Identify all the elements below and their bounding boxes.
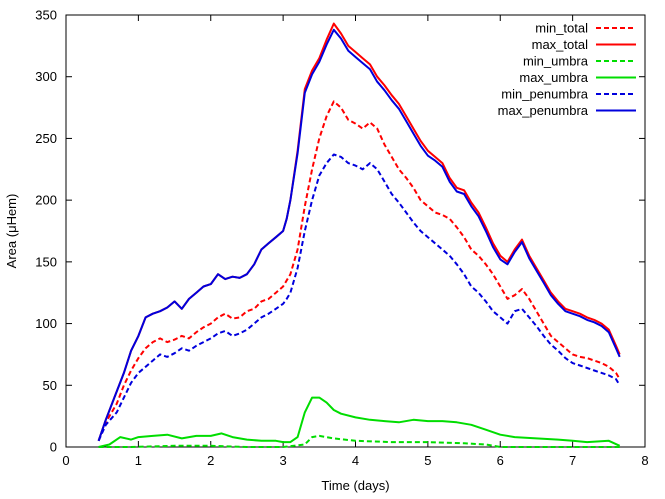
- y-tick-label: 100: [35, 316, 57, 331]
- legend-label-max-penumbra: max_penumbra: [498, 103, 589, 118]
- x-tick-label: 8: [641, 453, 648, 468]
- x-tick-label: 2: [207, 453, 214, 468]
- x-tick-label: 3: [280, 453, 287, 468]
- legend-label-min-total: min_total: [535, 21, 588, 36]
- series-line-max-penumbra: [97, 28, 621, 442]
- axis-ticks: 0 1 2 3 4 5 6 7 8 0 50 100 150 200 250 300 350: [35, 8, 648, 469]
- y-axis-label: Area (μHem): [4, 194, 19, 269]
- x-axis-label: Time (days): [321, 478, 389, 493]
- series-line-min-umbra: [98, 434, 620, 448]
- y-tick-label: 150: [35, 254, 57, 269]
- x-tick-label: 1: [135, 453, 142, 468]
- y-tick-label: 0: [50, 440, 57, 455]
- series-line-max-umbra: [98, 396, 621, 448]
- y-tick-label: 350: [35, 8, 57, 23]
- series-line-min-penumbra: [97, 153, 621, 442]
- legend-label-min-penumbra: min_penumbra: [501, 87, 588, 102]
- x-tick-label: 7: [569, 453, 576, 468]
- y-tick-label: 300: [35, 69, 57, 84]
- x-tick-label: 4: [352, 453, 359, 468]
- series-line-min-total: [97, 100, 621, 442]
- y-tick-label: 200: [35, 193, 57, 208]
- y-tick-label: 50: [43, 378, 57, 393]
- series-lines: [97, 22, 621, 448]
- x-tick-label: 6: [497, 453, 504, 468]
- legend-label-max-total: max_total: [532, 37, 588, 52]
- legend-label-max-umbra: max_umbra: [519, 70, 588, 85]
- legend-label-min-umbra: min_umbra: [523, 54, 589, 69]
- y-tick-label: 250: [35, 131, 57, 146]
- x-tick-label: 5: [424, 453, 431, 468]
- x-tick-label: 0: [62, 453, 69, 468]
